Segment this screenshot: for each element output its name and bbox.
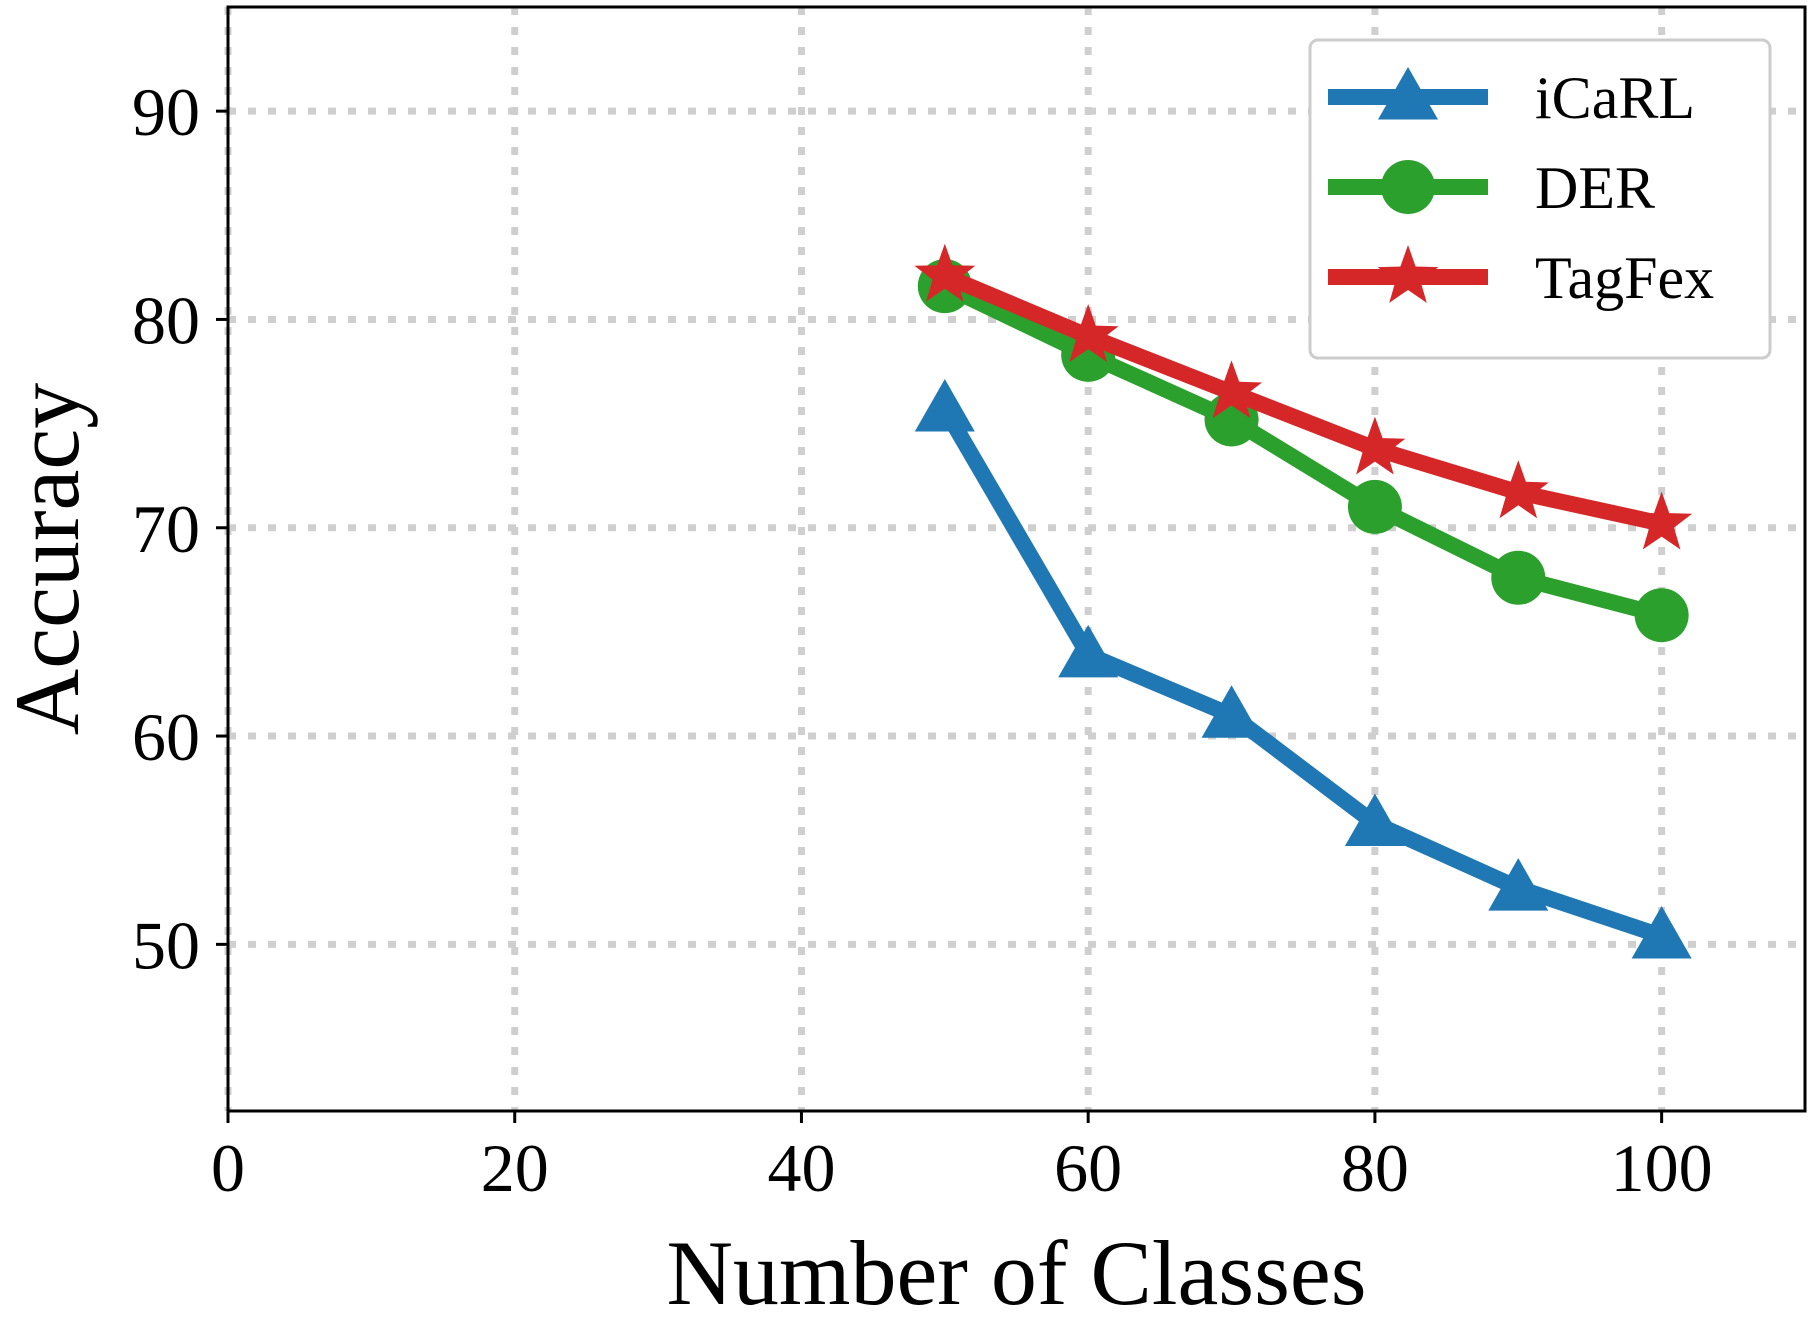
der-point [1491,550,1546,605]
y-tick-label: 50 [132,907,200,983]
legend-icarl-marker [1378,67,1438,120]
x-tick-label: 20 [481,1130,549,1206]
axes-frame [226,5,1807,1113]
tagfex-point [1344,416,1406,475]
icarl-point [1201,685,1262,738]
legend: iCaRL DER TagFex [1308,38,1772,360]
icarl-line [937,404,1665,944]
icarl-point [1631,906,1692,959]
der-point [1347,479,1402,534]
x-tick-label: 40 [767,1130,835,1206]
x-tick-label: 60 [1054,1130,1122,1206]
y-tick-label: 80 [132,282,200,358]
legend-tagfex-label: TagFex [1535,245,1714,311]
x-tick-label: 80 [1341,1130,1409,1206]
legend-der-label: DER [1535,155,1655,221]
y-axis-ticks: 50 60 70 80 90 [132,74,228,983]
y-tick-label: 60 [132,699,200,775]
y-axis-title: Accuracy [0,383,98,735]
y-tick-label: 90 [132,74,200,150]
series-group [914,243,1693,959]
x-tick-label: 100 [1611,1130,1713,1206]
y-tick-label: 70 [132,491,200,567]
icarl-point [1058,624,1119,678]
icarl-point [914,379,975,432]
tagfex-point [1057,304,1119,362]
tagfex-point [1631,491,1693,550]
tagfex-point [1201,360,1262,419]
der-point [1634,588,1689,643]
legend-icarl-label: iCaRL [1535,65,1695,131]
tagfex-point [1487,460,1549,519]
icarl-point [1344,793,1405,847]
legend-der-marker [1381,160,1435,214]
grid-lines [224,7,1805,1111]
legend-tagfex-marker [1377,245,1439,303]
x-axis-title: Number of Classes [666,1222,1366,1319]
x-tick-label: 0 [211,1130,245,1206]
x-axis-ticks: 0 20 40 60 80 100 [211,1111,1713,1206]
tagfex-point [914,243,976,302]
icarl-point [1488,858,1549,911]
